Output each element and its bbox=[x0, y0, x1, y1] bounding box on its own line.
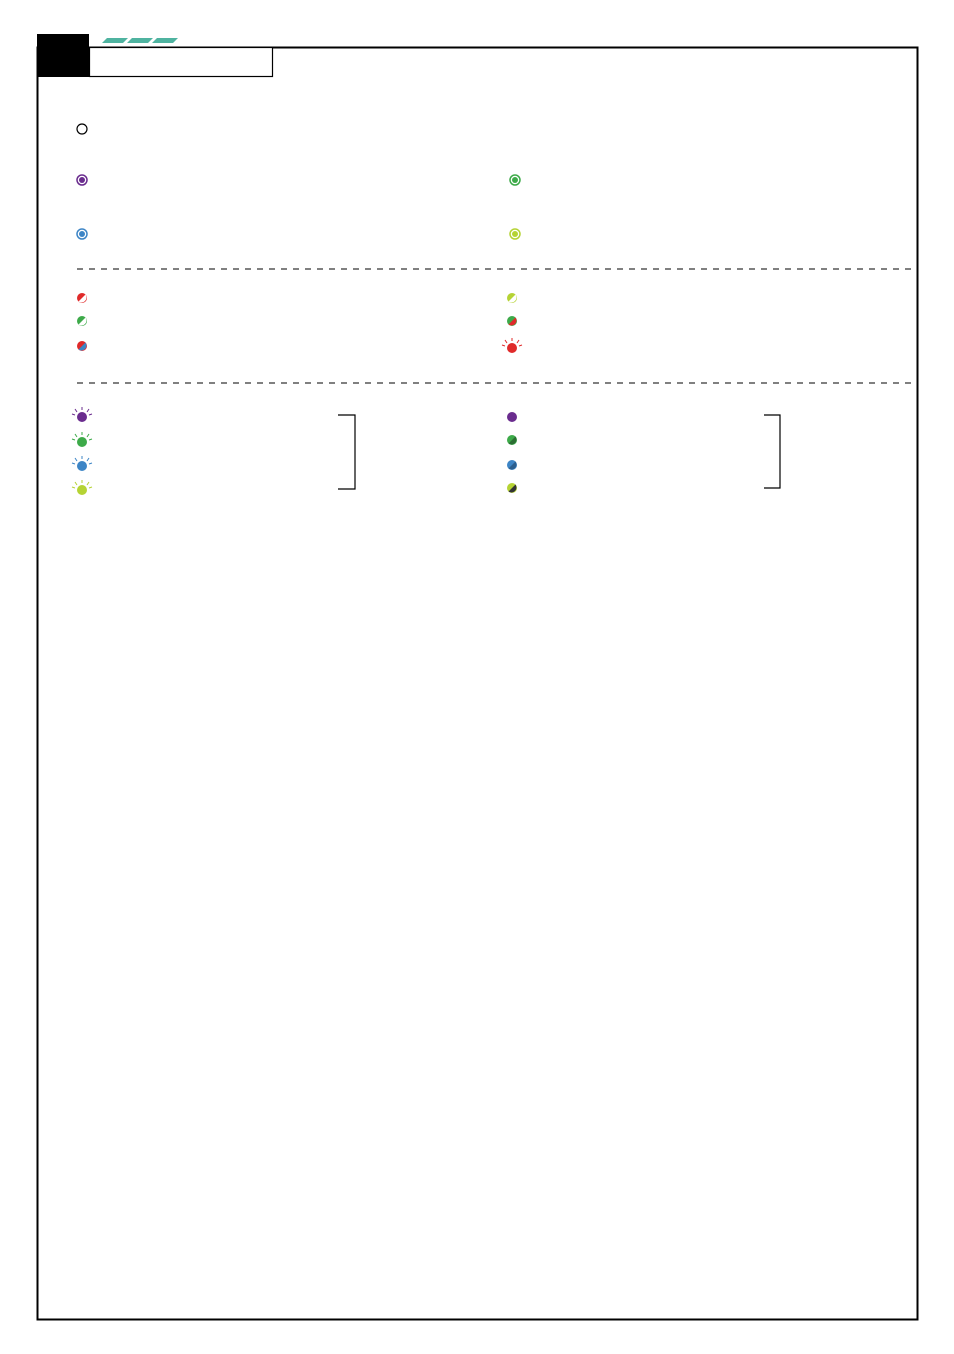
bracket bbox=[338, 414, 356, 490]
two-color-icons bbox=[77, 293, 523, 353]
led-off-icon bbox=[76, 123, 88, 135]
header-box bbox=[88, 46, 274, 78]
flashing-icons bbox=[71, 406, 93, 495]
led-on-icons bbox=[76, 174, 521, 240]
section-tab bbox=[37, 34, 89, 77]
bracket bbox=[764, 414, 781, 489]
page-frame bbox=[36, 46, 919, 1321]
alternating-icons bbox=[507, 412, 517, 493]
header-slashes bbox=[102, 38, 178, 43]
